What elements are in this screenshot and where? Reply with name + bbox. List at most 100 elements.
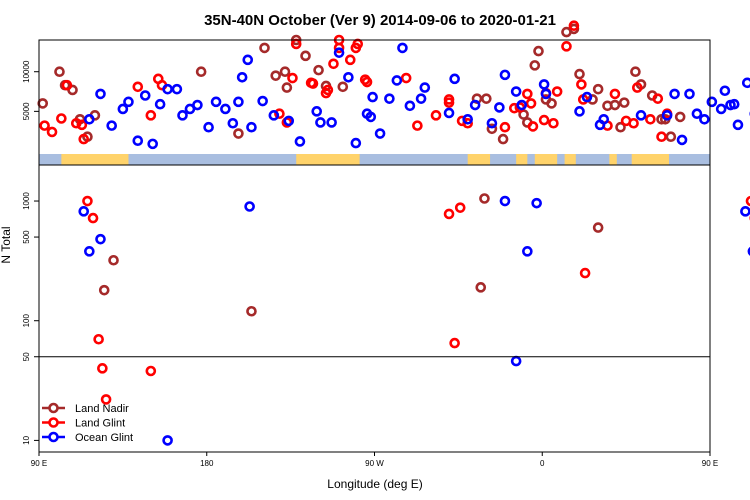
point-upper-land-glint (548, 117, 559, 129)
point-upper-ocean-glint (699, 113, 710, 125)
point-upper-land-glint (412, 120, 423, 131)
point-upper-land-nadir (195, 66, 207, 78)
chart-title: 35N-40N October (Ver 9) 2014-09-06 to 20… (204, 12, 556, 29)
point-upper-land-glint (56, 113, 67, 124)
point-upper-ocean-glint (635, 110, 647, 121)
point-upper-ocean-glint (443, 107, 455, 119)
point-lower-ocean-glint (244, 201, 255, 212)
land-segment (467, 154, 491, 165)
y-tick-label: 10 (22, 435, 31, 444)
point-upper-land-nadir (533, 45, 544, 57)
point-lower-ocean-glint (84, 246, 95, 257)
point-upper-ocean-glint (538, 79, 550, 90)
point-lower-land-nadir (108, 254, 119, 266)
point-upper-land-glint (132, 81, 144, 93)
point-upper-ocean-glint (123, 96, 134, 108)
point-upper-ocean-glint (499, 69, 511, 81)
point-upper-land-nadir (574, 68, 585, 80)
y-tick-label: 500 (22, 230, 31, 244)
upper-panel-points (37, 20, 750, 150)
legend-item-land-glint: Land Glint (42, 417, 125, 430)
point-lower-land-glint (145, 365, 157, 377)
point-upper-ocean-glint (283, 115, 295, 127)
point-upper-ocean-glint (106, 120, 117, 131)
point-upper-land-glint (443, 94, 455, 105)
x-tick-label: 90 W (365, 459, 384, 468)
legend-swatch-marker (48, 431, 59, 443)
point-upper-ocean-glint (516, 99, 528, 111)
point-upper-ocean-glint (732, 119, 744, 131)
point-upper-land-glint (527, 121, 539, 132)
point-upper-ocean-glint (669, 88, 680, 100)
point-upper-ocean-glint (147, 138, 158, 150)
y-tick-label: 1000 (22, 192, 31, 210)
legend-swatch-marker (48, 417, 59, 428)
point-upper-land-nadir (300, 50, 311, 62)
point-upper-ocean-glint (574, 106, 585, 117)
point-lower-land-glint (449, 337, 460, 349)
point-upper-ocean-glint (233, 96, 244, 108)
point-upper-land-glint (46, 126, 58, 138)
point-upper-land-glint (61, 79, 73, 91)
point-upper-land-glint (274, 108, 285, 120)
point-upper-ocean-glint (728, 98, 740, 110)
point-upper-ocean-glint (494, 102, 505, 113)
x-tick-label: 0 (540, 459, 545, 468)
point-upper-ocean-glint (715, 103, 727, 115)
point-upper-ocean-glint (139, 90, 151, 101)
point-upper-land-glint (645, 113, 656, 125)
point-lower-land-nadir (592, 222, 604, 233)
point-lower-land-glint (100, 394, 112, 405)
land-segment (631, 154, 669, 165)
point-lower-land-glint (93, 333, 104, 345)
x-tick-label: 90 E (31, 459, 47, 468)
point-upper-land-nadir (529, 60, 541, 71)
point-lower-land-nadir (479, 193, 490, 204)
point-upper-land-nadir (674, 111, 686, 123)
legend-swatch-marker (48, 402, 59, 414)
point-lower-ocean-glint (162, 435, 173, 446)
point-upper-ocean-glint (462, 113, 473, 125)
point-upper-land-glint (39, 120, 50, 131)
point-upper-ocean-glint (404, 100, 416, 112)
point-upper-land-nadir (279, 66, 291, 78)
point-upper-ocean-glint (95, 88, 106, 100)
point-upper-ocean-glint (415, 93, 427, 104)
point-upper-land-nadir (615, 121, 626, 133)
point-upper-land-nadir (233, 128, 244, 139)
point-upper-land-glint (522, 88, 533, 100)
land-segment (296, 154, 360, 165)
point-upper-land-glint (538, 114, 550, 126)
point-upper-ocean-glint (741, 77, 750, 89)
x-tick-label: 180 (200, 459, 214, 468)
point-lower-ocean-glint (510, 355, 522, 367)
point-upper-ocean-glint (171, 83, 183, 95)
y-tick-label: 50 (22, 352, 31, 361)
lower-panel-points (78, 193, 750, 446)
point-upper-ocean-glint (510, 86, 522, 97)
point-upper-ocean-glint (326, 117, 337, 128)
point-upper-ocean-glint (343, 71, 354, 83)
point-upper-ocean-glint (162, 83, 173, 95)
point-upper-ocean-glint (419, 82, 431, 93)
point-upper-ocean-glint (220, 103, 231, 115)
point-upper-ocean-glint (706, 96, 718, 108)
y-tick-label: 10000 (22, 60, 31, 83)
point-upper-ocean-glint (367, 91, 378, 103)
point-lower-land-nadir (475, 282, 487, 293)
point-lower-land-glint (454, 202, 466, 213)
point-upper-ocean-glint (365, 111, 377, 123)
point-upper-land-glint (430, 110, 442, 121)
point-upper-land-glint (307, 78, 319, 89)
point-upper-ocean-glint (581, 91, 593, 103)
point-upper-ocean-glint (676, 134, 688, 146)
point-lower-ocean-glint (78, 206, 90, 217)
point-upper-land-glint (344, 54, 356, 66)
point-lower-ocean-glint (747, 246, 750, 256)
point-upper-land-glint (287, 72, 298, 84)
point-upper-land-glint (328, 58, 339, 70)
point-upper-land-nadir (618, 97, 630, 108)
point-upper-land-nadir (497, 133, 509, 145)
point-upper-land-glint (632, 82, 643, 93)
